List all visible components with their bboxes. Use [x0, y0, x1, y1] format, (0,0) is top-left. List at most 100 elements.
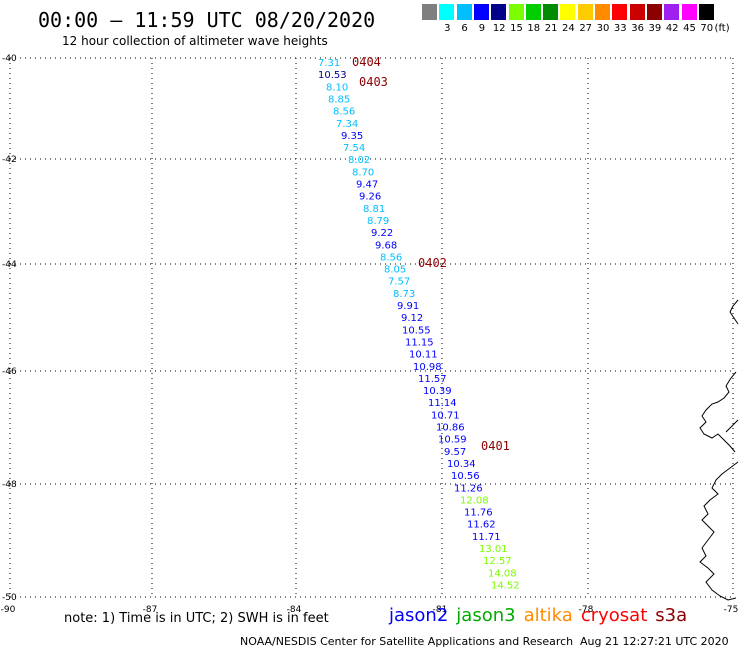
- color-scale-label: 70: [700, 23, 714, 34]
- axis-labels: -40 -42 -44 -46 -48 -50 -90 -87 -84 -81 -78 -75: [1, 54, 739, 615]
- lon-tick-label: -90: [1, 605, 16, 615]
- wave-height-value: 8.05: [384, 265, 406, 276]
- legend-altika: altika: [523, 605, 573, 626]
- wave-height-value: 10.53: [318, 70, 347, 81]
- wave-height-value: 8.02: [348, 155, 370, 166]
- coastline: [699, 299, 739, 601]
- color-scale-label: 33: [613, 23, 627, 34]
- generated-timestamp: Aug 21 12:27:21 UTC 2020: [580, 635, 729, 648]
- color-swatch: [577, 4, 593, 20]
- wave-height-value: 11.62: [467, 520, 496, 531]
- lon-tick-label: -75: [724, 605, 739, 615]
- wave-height-value: 11.76: [464, 508, 493, 519]
- wave-height-value: 10.34: [447, 459, 476, 470]
- lat-tick-label: -42: [2, 155, 17, 165]
- track-id: 0403: [359, 75, 388, 89]
- color-swatch: [664, 4, 680, 20]
- wave-height-value: 10.71: [431, 410, 460, 421]
- wave-height-value: 10.11: [409, 350, 438, 361]
- wave-height-value: 8.85: [328, 94, 350, 105]
- color-scale-label: 42: [665, 23, 679, 34]
- credit-line: NOAA/NESDIS Center for Satellite Applica…: [240, 635, 574, 648]
- wave-height-value: 10.39: [423, 386, 452, 397]
- wave-height-value: 9.68: [375, 240, 397, 251]
- wave-height-value: 10.86: [436, 423, 465, 434]
- wave-height-value: 11.26: [454, 483, 483, 494]
- wave-height-value: 9.22: [371, 228, 393, 239]
- lon-tick-label: -81: [433, 605, 448, 615]
- wave-height-value: 10.98: [413, 362, 442, 373]
- color-scale-label: 24: [562, 23, 575, 34]
- wave-height-value: 8.56: [333, 107, 355, 118]
- color-scale-label: 3: [444, 23, 451, 34]
- color-scale-label: 18: [527, 23, 541, 34]
- wave-height-value: 8.56: [380, 252, 402, 263]
- wave-height-value: 10.56: [451, 471, 480, 482]
- color-swatch: [681, 4, 697, 20]
- page-title: 00:00 – 11:59 UTC 08/20/2020: [38, 8, 376, 32]
- wave-height-value: 7.31: [318, 58, 340, 69]
- lon-tick-label: -84: [287, 605, 302, 615]
- color-swatch: [439, 4, 455, 20]
- page-subtitle: 12 hour collection of altimeter wave hei…: [62, 34, 328, 48]
- wave-height-value: 7.54: [343, 143, 365, 154]
- color-scale-label: 39: [648, 23, 662, 34]
- wave-height-value: 9.57: [444, 447, 466, 458]
- wave-height-value: 11.15: [405, 337, 434, 348]
- color-scale-label: 27: [579, 23, 593, 34]
- wave-height-value: 10.55: [402, 325, 431, 336]
- wave-height-value: 11.14: [428, 398, 457, 409]
- track-id: 0401: [481, 439, 510, 453]
- color-scale-label: 6: [461, 23, 468, 34]
- lat-tick-label: -48: [2, 480, 17, 490]
- lat-tick-label: -40: [2, 54, 17, 64]
- wave-height-value: 9.91: [397, 301, 419, 312]
- track-id-labels: 0404 0403 0402 0401: [352, 55, 510, 453]
- track-id: 0404: [352, 55, 381, 69]
- color-scale-label: 30: [596, 23, 610, 34]
- color-swatch: [422, 4, 437, 20]
- footnote: note: 1) Time is in UTC; 2) SWH is in fe…: [64, 611, 329, 626]
- lon-tick-label: -87: [143, 605, 158, 615]
- legend-jason3: jason3: [456, 605, 516, 626]
- color-swatch: [525, 4, 541, 20]
- legend-cryosat: cryosat: [580, 605, 648, 626]
- legend-jason2: jason2: [389, 605, 449, 626]
- color-scale-unit: (ft): [714, 23, 730, 34]
- color-scale-label: 12: [492, 23, 506, 34]
- wave-height-value: 8.81: [363, 204, 385, 215]
- lat-tick-label: -46: [2, 367, 17, 377]
- wave-height-value: 9.12: [401, 313, 423, 324]
- wave-height-value: 9.47: [356, 180, 378, 191]
- wave-height-value: 12.08: [460, 495, 489, 506]
- wave-height-value: 11.57: [418, 374, 447, 385]
- wave-height-value: 8.79: [367, 216, 389, 227]
- color-scale-label: 45: [683, 23, 696, 34]
- wave-height-value: 10.59: [438, 435, 467, 446]
- color-swatch: [508, 4, 524, 20]
- wave-height-value: 9.26: [359, 192, 381, 203]
- color-swatch: [543, 4, 559, 20]
- wave-height-value: 12.57: [483, 556, 512, 567]
- wave-height-value: 8.70: [352, 167, 374, 178]
- color-swatch: [560, 4, 576, 20]
- color-swatch: [473, 4, 489, 20]
- wave-height-value: 9.35: [341, 131, 363, 142]
- color-swatch: [629, 4, 645, 20]
- color-swatch: [595, 4, 610, 20]
- wave-height-value: 7.57: [388, 277, 410, 288]
- wave-height-value: 8.73: [393, 289, 415, 300]
- coastline-chile: [699, 299, 739, 601]
- wave-height-value: 8.10: [326, 82, 348, 93]
- wave-height-value: 14.08: [488, 568, 517, 579]
- satellite-legend: jason2 jason3 altika cryosat s3a: [389, 605, 695, 626]
- color-swatch: [612, 4, 628, 20]
- wave-height-value: 7.34: [336, 119, 358, 130]
- color-scale-label: 9: [478, 23, 486, 34]
- color-swatch: [698, 4, 714, 20]
- color-swatch: [491, 4, 507, 20]
- color-scale-label: 21: [544, 23, 558, 34]
- lat-tick-label: -44: [2, 260, 17, 270]
- wave-height-readings: 7.3110.538.108.858.567.349.357.548.028.7…: [318, 58, 520, 591]
